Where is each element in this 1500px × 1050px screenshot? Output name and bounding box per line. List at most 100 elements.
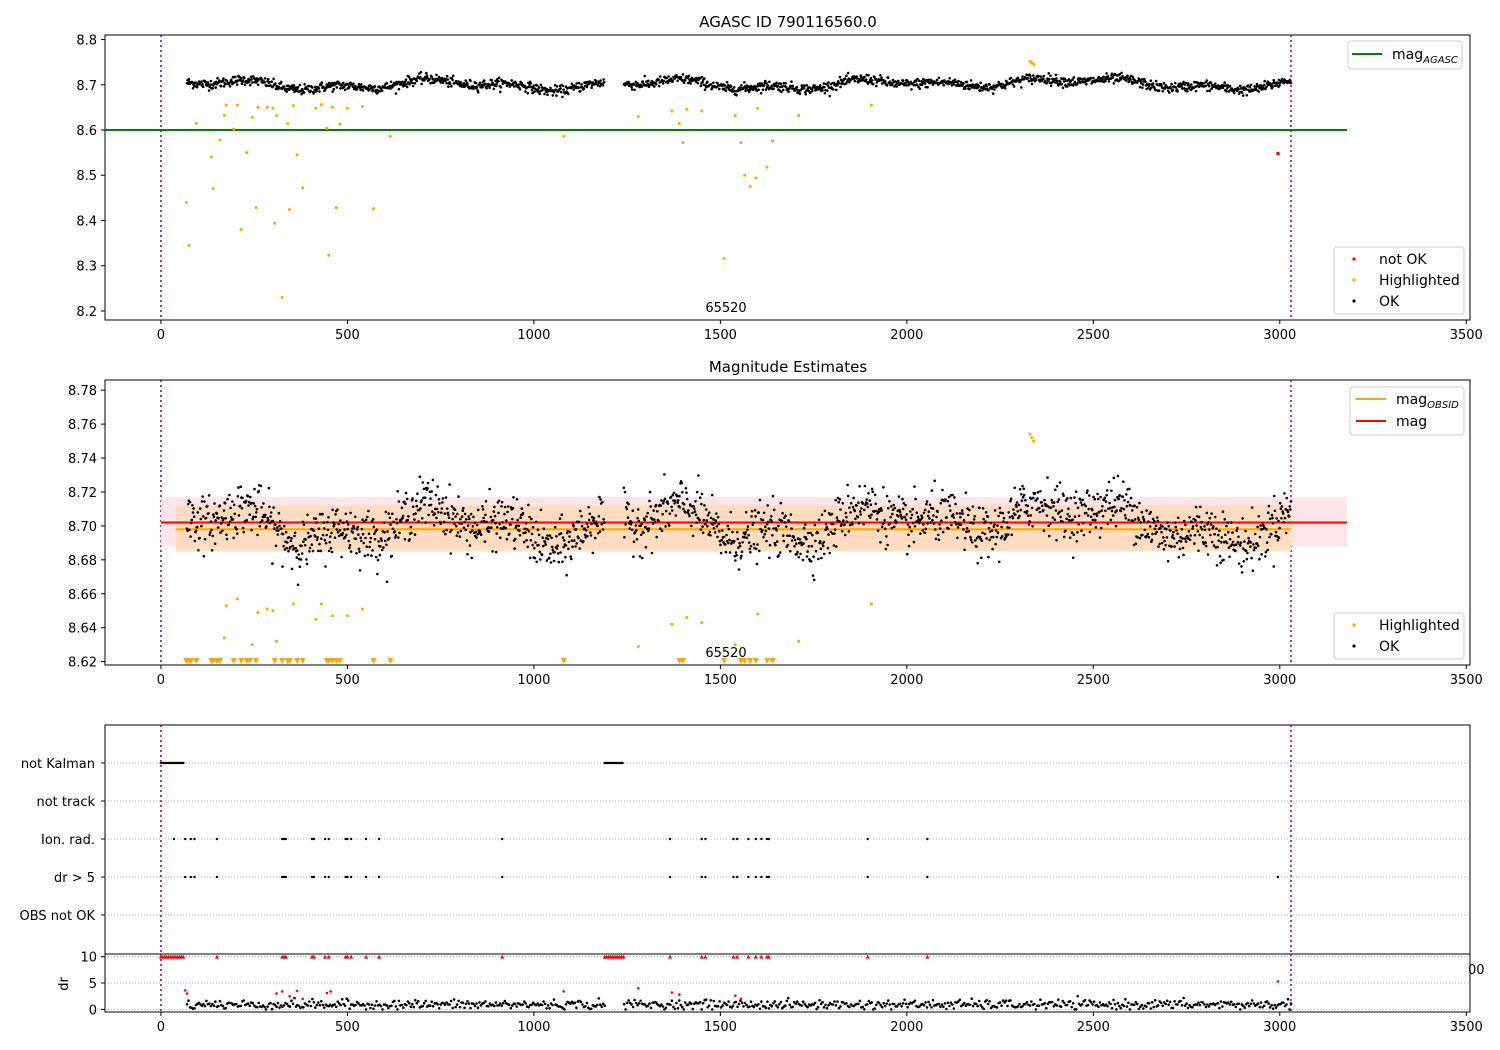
dr-point [1289, 1002, 1293, 1005]
ok-point [1123, 499, 1126, 502]
flag-point [182, 761, 185, 765]
flag-point [323, 875, 327, 879]
ok-point [712, 527, 716, 530]
ok-point [596, 532, 600, 535]
ok-point [542, 544, 545, 548]
flag-point [668, 837, 672, 841]
legend-line-box[interactable]: magAGASC [1347, 40, 1463, 70]
ok-point [362, 541, 366, 545]
ok-point [698, 518, 701, 522]
ok-point [816, 531, 820, 535]
clipped-marker [216, 658, 223, 664]
ok-point [293, 534, 296, 538]
ok-point [741, 541, 744, 544]
dr-point [449, 999, 453, 1003]
ok-point [555, 535, 558, 538]
ok-point [536, 84, 539, 87]
dr-point [1171, 1006, 1175, 1010]
y-tick-label: 8.76 [68, 418, 97, 433]
ok-point [269, 515, 272, 518]
ok-point [491, 81, 494, 85]
plot-area [105, 35, 1347, 320]
flag-point [754, 875, 757, 879]
ok-point [951, 513, 955, 516]
ok-point [523, 84, 527, 88]
ok-point [909, 80, 913, 84]
ok-point [697, 474, 700, 477]
ok-point [546, 534, 549, 537]
dr-point [436, 1003, 440, 1006]
ok-point [1248, 85, 1252, 89]
ok-point [210, 549, 214, 552]
ok-point [1026, 76, 1030, 80]
ok-point [781, 88, 785, 92]
ok-point [268, 521, 272, 525]
ok-point [213, 502, 216, 505]
legend-points-box[interactable]: Highlighted OK [1333, 612, 1465, 660]
ok-point [839, 85, 842, 89]
legend-line-box[interactable]: magOBSID mag [1349, 386, 1465, 436]
dr-point [952, 1007, 956, 1010]
ok-point [813, 523, 817, 527]
ok-point [1001, 511, 1005, 515]
ok-point [947, 527, 950, 531]
ok-point [684, 487, 688, 490]
dr-point [682, 1008, 686, 1011]
ok-point [1165, 536, 1169, 539]
ok-point [1077, 514, 1081, 518]
ok-point [274, 523, 277, 526]
ok-point [720, 538, 723, 542]
dr-point [346, 999, 350, 1002]
ok-point [1280, 505, 1284, 508]
ok-point [1158, 542, 1161, 546]
ok-point [1144, 80, 1147, 83]
dr-point [1201, 1001, 1205, 1004]
ok-point [1132, 543, 1136, 547]
ok-point [750, 515, 753, 518]
dr-point [737, 1002, 741, 1006]
legend-points-box[interactable]: not OK Highlighted OK [1333, 246, 1465, 315]
ok-point [598, 81, 601, 85]
ok-point [394, 92, 398, 95]
ok-point [1145, 509, 1148, 512]
ok-point [671, 493, 675, 497]
ok-point [1102, 75, 1105, 79]
ok-point [548, 556, 551, 560]
ok-point [980, 539, 984, 543]
highlighted-point [314, 617, 318, 621]
dr-not-ok-point [733, 994, 737, 997]
ok-point [235, 527, 238, 531]
ok-point [776, 84, 780, 88]
ok-point [448, 82, 452, 86]
ok-point [487, 530, 491, 533]
ok-point [299, 558, 303, 561]
ok-point [1191, 527, 1194, 530]
ok-point [211, 534, 214, 538]
ok-point [296, 583, 300, 587]
ok-point [663, 497, 667, 501]
ok-point [779, 501, 783, 505]
ok-point [1098, 536, 1102, 539]
ok-point [921, 529, 925, 532]
flag-point [377, 837, 381, 841]
ok-point [898, 510, 902, 514]
dr-point [963, 1001, 966, 1005]
ok-point [1034, 78, 1038, 82]
ok-point [1209, 81, 1213, 85]
ok-point [253, 487, 256, 491]
ok-point [300, 552, 304, 555]
dr-point [883, 1004, 887, 1008]
ok-point [1266, 548, 1269, 552]
dr-point [1118, 1004, 1121, 1008]
ok-point [570, 557, 573, 561]
ok-point [1241, 517, 1244, 520]
ok-point [376, 558, 380, 562]
dr-point [263, 1005, 266, 1009]
highlighted-point [295, 153, 299, 157]
ok-point [200, 500, 204, 503]
ok-point [1234, 549, 1237, 553]
ok-point [661, 501, 665, 505]
ok-point [839, 524, 843, 527]
ok-point [811, 89, 814, 93]
